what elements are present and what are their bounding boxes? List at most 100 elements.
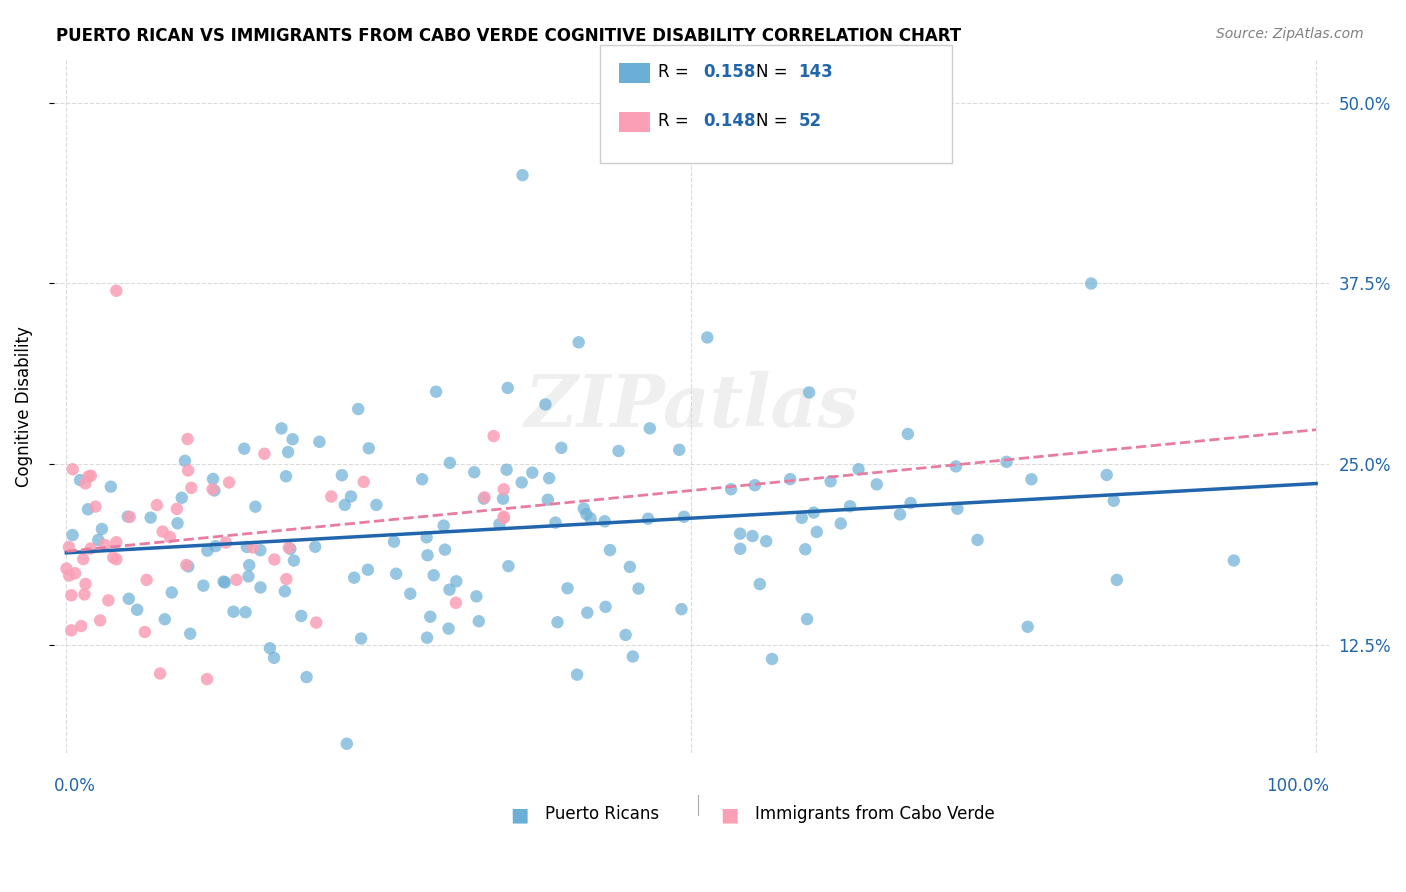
Puerto Ricans <box>235 605 257 619</box>
Immigrants from Cabo Verde <box>75 577 97 591</box>
Immigrants from Cabo Verde <box>75 476 97 491</box>
Puerto Ricans <box>744 478 766 492</box>
Puerto Ricans <box>357 442 380 456</box>
Text: Puerto Ricans: Puerto Ricans <box>544 805 659 823</box>
Puerto Ricans <box>439 582 461 597</box>
Puerto Ricans <box>755 534 778 549</box>
Immigrants from Cabo Verde <box>84 500 107 514</box>
Puerto Ricans <box>280 541 302 556</box>
Immigrants from Cabo Verde <box>105 284 128 298</box>
Puerto Ricans <box>1105 573 1128 587</box>
Puerto Ricans <box>193 579 215 593</box>
Puerto Ricans <box>619 560 641 574</box>
Puerto Ricans <box>415 530 437 544</box>
Text: ZIPatlas: ZIPatlas <box>524 371 858 442</box>
Puerto Ricans <box>496 381 519 395</box>
Puerto Ricans <box>202 472 225 486</box>
Immigrants from Cabo Verde <box>80 541 103 556</box>
Puerto Ricans <box>446 574 468 589</box>
Puerto Ricans <box>347 402 370 417</box>
Immigrants from Cabo Verde <box>97 593 120 607</box>
Immigrants from Cabo Verde <box>176 558 198 572</box>
Puerto Ricans <box>437 622 460 636</box>
Immigrants from Cabo Verde <box>166 501 188 516</box>
Immigrants from Cabo Verde <box>55 561 77 575</box>
Puerto Ricans <box>839 500 862 514</box>
Puerto Ricans <box>488 517 510 532</box>
Puerto Ricans <box>382 534 405 549</box>
Puerto Ricans <box>160 585 183 599</box>
Puerto Ricans <box>945 459 967 474</box>
Puerto Ricans <box>671 602 693 616</box>
Puerto Ricans <box>277 445 299 459</box>
Immigrants from Cabo Verde <box>77 469 100 483</box>
Puerto Ricans <box>512 168 534 182</box>
Immigrants from Cabo Verde <box>177 463 200 477</box>
Immigrants from Cabo Verde <box>159 530 181 544</box>
Puerto Ricans <box>946 501 969 516</box>
Puerto Ricans <box>350 632 373 646</box>
Puerto Ricans <box>522 466 544 480</box>
Puerto Ricans <box>889 508 911 522</box>
Text: N =: N = <box>756 63 793 81</box>
Puerto Ricans <box>465 590 488 604</box>
Puerto Ricans <box>166 516 188 531</box>
Puerto Ricans <box>627 582 650 596</box>
Puerto Ricans <box>330 468 353 483</box>
Puerto Ricans <box>419 609 441 624</box>
Puerto Ricans <box>343 571 366 585</box>
Puerto Ricans <box>425 384 447 399</box>
Puerto Ricans <box>212 574 235 589</box>
Puerto Ricans <box>720 482 742 496</box>
Immigrants from Cabo Verde <box>103 550 125 565</box>
Puerto Ricans <box>495 463 517 477</box>
Text: Immigrants from Cabo Verde: Immigrants from Cabo Verde <box>755 805 994 823</box>
Puerto Ricans <box>803 506 825 520</box>
Puerto Ricans <box>544 516 567 530</box>
Puerto Ricans <box>572 501 595 516</box>
Immigrants from Cabo Verde <box>58 540 80 554</box>
Puerto Ricans <box>90 522 112 536</box>
Puerto Ricans <box>575 507 598 521</box>
Puerto Ricans <box>607 444 630 458</box>
Immigrants from Cabo Verde <box>60 624 83 638</box>
Text: Source: ZipAtlas.com: Source: ZipAtlas.com <box>1216 27 1364 41</box>
Puerto Ricans <box>333 498 356 512</box>
Puerto Ricans <box>614 628 637 642</box>
Puerto Ricans <box>790 511 813 525</box>
Puerto Ricans <box>995 455 1018 469</box>
Puerto Ricans <box>202 483 225 498</box>
Puerto Ricans <box>820 475 842 489</box>
Puerto Ricans <box>195 543 218 558</box>
Puerto Ricans <box>77 502 100 516</box>
Text: R =: R = <box>658 112 695 130</box>
Immigrants from Cabo Verde <box>72 552 94 566</box>
Puerto Ricans <box>304 540 326 554</box>
Puerto Ricans <box>118 591 141 606</box>
Text: 0.148: 0.148 <box>703 112 755 130</box>
Immigrants from Cabo Verde <box>105 535 128 549</box>
Puerto Ricans <box>1223 553 1246 567</box>
Puerto Ricans <box>510 475 533 490</box>
Puerto Ricans <box>599 543 621 558</box>
Puerto Ricans <box>728 541 751 556</box>
Puerto Ricans <box>336 737 359 751</box>
Immigrants from Cabo Verde <box>444 596 467 610</box>
Puerto Ricans <box>127 603 149 617</box>
Immigrants from Cabo Verde <box>218 475 240 490</box>
Immigrants from Cabo Verde <box>201 482 224 496</box>
Immigrants from Cabo Verde <box>321 490 343 504</box>
Text: ■: ■ <box>720 805 738 824</box>
Immigrants from Cabo Verde <box>253 447 276 461</box>
Immigrants from Cabo Verde <box>492 509 515 524</box>
Text: R =: R = <box>658 63 695 81</box>
Puerto Ricans <box>796 612 818 626</box>
Immigrants from Cabo Verde <box>94 538 117 552</box>
Puerto Ricans <box>468 614 491 628</box>
Y-axis label: Cognitive Disability: Cognitive Disability <box>15 326 32 487</box>
Text: 143: 143 <box>799 63 834 81</box>
Immigrants from Cabo Verde <box>276 572 298 586</box>
Immigrants from Cabo Verde <box>60 588 83 602</box>
Immigrants from Cabo Verde <box>70 619 93 633</box>
Immigrants from Cabo Verde <box>152 524 174 539</box>
